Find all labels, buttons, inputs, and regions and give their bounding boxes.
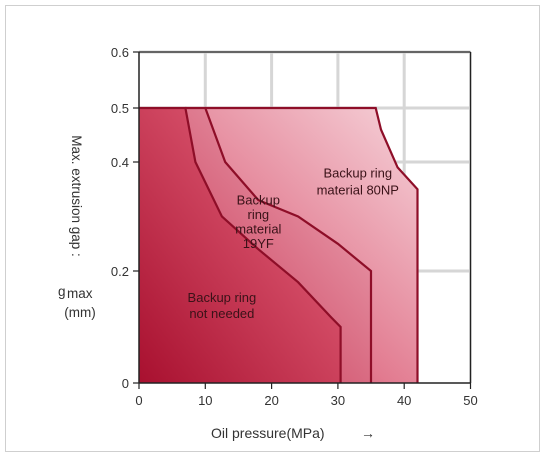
x-tick-label: 0 <box>135 393 142 408</box>
x-tick-label: 50 <box>463 393 477 408</box>
x-tick-label: 20 <box>264 393 278 408</box>
region-label-line: Backup ring <box>188 290 257 305</box>
y-axis-symbol: g <box>58 284 66 299</box>
region-label-0: Backup ring not needed <box>188 290 257 321</box>
x-axis-label: Oil pressure(MPa) <box>211 425 325 441</box>
y-axis-subscript: max <box>67 286 93 301</box>
y-tick-label: 0 <box>122 376 129 391</box>
region-label-line: 19YF <box>243 236 274 251</box>
region-label-line: not needed <box>189 306 254 321</box>
chart-frame: 0 10 20 30 40 50 0 0.2 0.4 0.5 0.6 Backup ring not … <box>5 5 540 452</box>
y-tick-label: 0.2 <box>111 264 129 279</box>
x-tick-label: 30 <box>331 393 345 408</box>
region-boundary-0 <box>139 106 342 383</box>
region-label-line: material 80NP <box>317 182 399 197</box>
region-label-line: Backup <box>237 193 280 208</box>
y-axis-label: Max. extrusion gap : <box>69 135 84 257</box>
y-tick-label: 0.6 <box>111 45 129 60</box>
region-label-line: ring <box>247 207 269 222</box>
region-label-line: material <box>235 222 281 237</box>
region-label-line: Backup ring <box>323 165 392 180</box>
region-0 <box>139 108 341 383</box>
y-tick-label: 0.4 <box>111 155 129 170</box>
x-tick-label: 40 <box>397 393 411 408</box>
x-axis-arrow: → <box>361 425 375 441</box>
y-tick-label: 0.5 <box>111 101 129 116</box>
y-axis-unit: (mm) <box>64 305 95 320</box>
region-label-1: Backup ring material 19YF <box>235 193 281 252</box>
region-label-2: Backup ring material 80NP <box>317 165 399 197</box>
region-boundary-2 <box>205 106 419 383</box>
region-boundary-1 <box>185 106 373 383</box>
x-tick-label: 10 <box>198 393 212 408</box>
